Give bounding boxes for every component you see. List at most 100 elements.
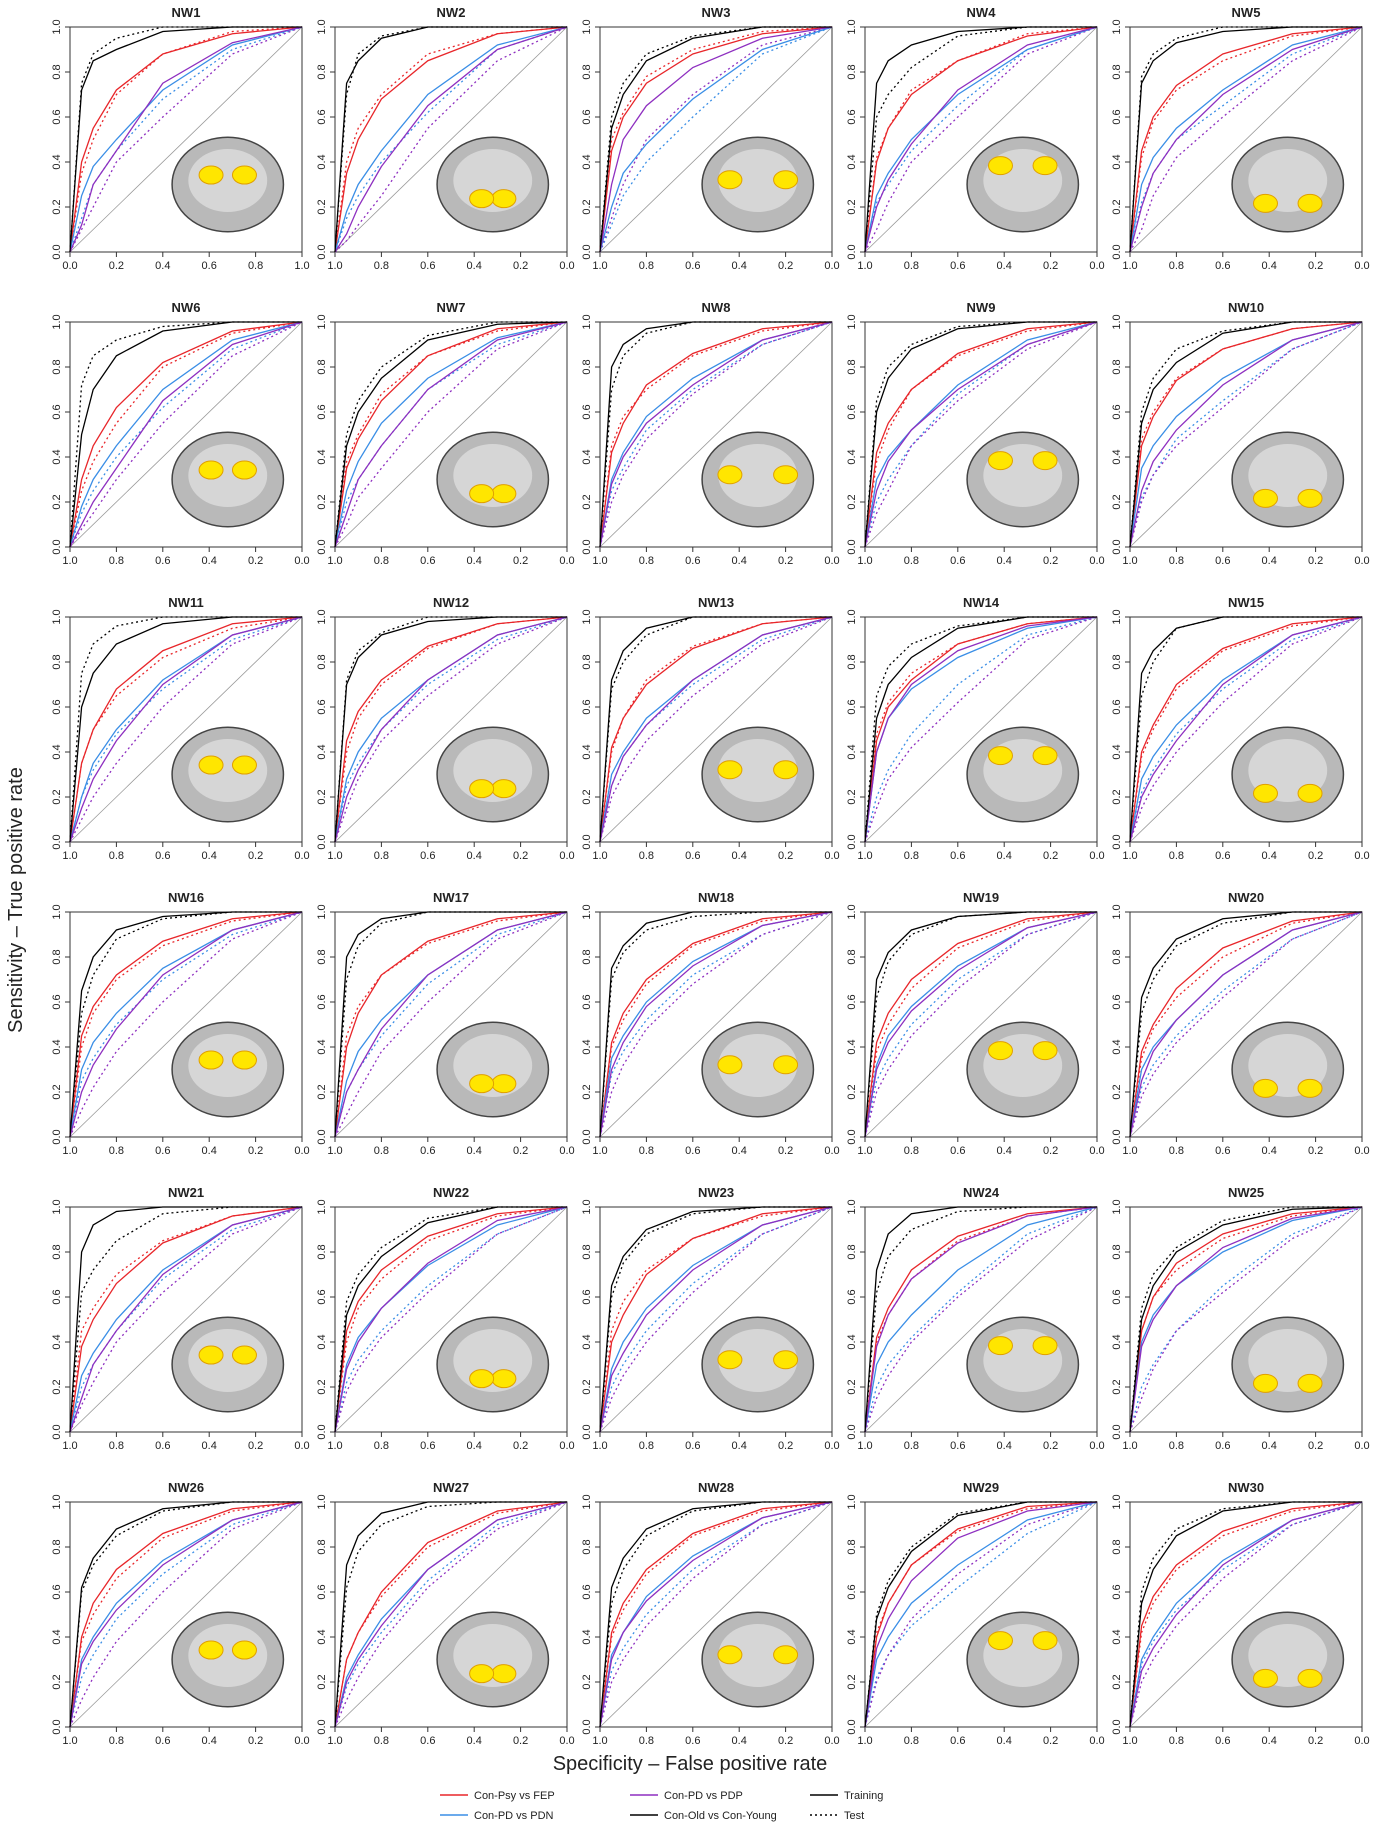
panel-title: NW9 bbox=[967, 300, 996, 315]
roc-curve bbox=[599, 1206, 833, 1433]
x-tick-label: 0.6 bbox=[420, 1440, 435, 1452]
y-tick-label: 1.0 bbox=[1111, 609, 1123, 624]
x-tick-label: 0.4 bbox=[155, 260, 170, 272]
highlight bbox=[1032, 1041, 1058, 1061]
diagonal bbox=[69, 616, 303, 843]
x-tick-label: 1.0 bbox=[327, 1735, 342, 1747]
y-tick-label: 0.6 bbox=[316, 404, 328, 419]
y-tick-label: 0.8 bbox=[1111, 654, 1123, 669]
roc-curve bbox=[864, 26, 1098, 253]
panel-title: NW20 bbox=[1228, 890, 1264, 905]
x-tick-label: 1.0 bbox=[62, 1145, 77, 1157]
legend-label: Con-PD vs PDP bbox=[664, 1790, 743, 1802]
y-tick-label: 0.6 bbox=[51, 994, 63, 1009]
x-tick-label: 0.8 bbox=[1169, 850, 1184, 862]
y-tick-label: 0.2 bbox=[581, 494, 593, 509]
roc-curve bbox=[69, 616, 303, 843]
diagonal bbox=[69, 26, 303, 253]
x-tick-label: 0.8 bbox=[1169, 1440, 1184, 1452]
highlight bbox=[469, 779, 495, 799]
roc-curve bbox=[599, 321, 833, 548]
y-tick-label: 0.0 bbox=[51, 1719, 63, 1734]
diagonal bbox=[69, 911, 303, 1138]
x-tick-label: 0.4 bbox=[202, 1735, 217, 1747]
panel-title: NW11 bbox=[168, 595, 203, 610]
y-tick-label: 0.4 bbox=[581, 449, 593, 464]
roc-curve bbox=[69, 1501, 303, 1728]
roc-curve bbox=[334, 321, 567, 548]
y-tick-label: 0.8 bbox=[581, 1539, 593, 1554]
y-tick-label: 0.0 bbox=[1111, 834, 1123, 849]
roc-curve bbox=[1129, 1206, 1363, 1433]
roc-curve bbox=[334, 911, 568, 1138]
x-tick-label: 0.4 bbox=[1262, 850, 1277, 862]
plot-frame bbox=[1129, 911, 1363, 1138]
y-tick-label: 0.4 bbox=[316, 449, 328, 464]
x-tick-label: 1.0 bbox=[327, 260, 342, 272]
diagonal bbox=[334, 911, 568, 1138]
roc-curve bbox=[864, 321, 1098, 548]
y-tick-label: 1.0 bbox=[846, 1494, 858, 1509]
roc-curve bbox=[864, 26, 1097, 253]
y-tick-label: 0.6 bbox=[581, 1289, 593, 1304]
x-tick-label: 0.0 bbox=[559, 1735, 574, 1747]
roc-curve bbox=[69, 26, 302, 253]
plot-frame bbox=[334, 321, 568, 548]
y-tick-label: 0.8 bbox=[51, 1539, 63, 1554]
roc-curve bbox=[864, 616, 1098, 843]
y-tick-label: 0.2 bbox=[51, 1379, 63, 1394]
roc-curve bbox=[864, 911, 1098, 1138]
panel-title: NW8 bbox=[702, 300, 731, 315]
y-tick-label: 0.2 bbox=[1111, 1379, 1123, 1394]
diagonal bbox=[599, 911, 833, 1138]
x-tick-label: 0.4 bbox=[202, 555, 217, 567]
y-tick-label: 0.2 bbox=[846, 199, 858, 214]
roc-curve bbox=[1129, 1206, 1363, 1433]
x-tick-label: 0.4 bbox=[997, 260, 1012, 272]
x-tick-label: 0.4 bbox=[1262, 1735, 1277, 1747]
y-tick-label: 0.6 bbox=[51, 109, 63, 124]
roc-curve bbox=[334, 26, 568, 253]
y-tick-label: 1.0 bbox=[846, 19, 858, 34]
y-tick-label: 0.8 bbox=[51, 1244, 63, 1259]
brain-inner bbox=[188, 1034, 268, 1097]
highlight bbox=[1297, 488, 1323, 508]
x-tick-label: 0.8 bbox=[109, 1145, 124, 1157]
y-tick-label: 0.6 bbox=[51, 404, 63, 419]
x-tick-label: 0.2 bbox=[778, 260, 793, 272]
panel-title: NW25 bbox=[1228, 1185, 1264, 1200]
highlight bbox=[198, 1640, 224, 1660]
y-tick-label: 0.4 bbox=[316, 1039, 328, 1054]
highlight bbox=[469, 1074, 495, 1094]
y-tick-label: 0.8 bbox=[316, 654, 328, 669]
y-tick-label: 0.2 bbox=[846, 1084, 858, 1099]
y-tick-label: 0.8 bbox=[51, 949, 63, 964]
roc-curve bbox=[599, 26, 833, 253]
x-tick-label: 0.6 bbox=[950, 1735, 965, 1747]
roc-curve bbox=[599, 1206, 833, 1433]
roc-curve bbox=[1129, 911, 1363, 1138]
panel-title: NW23 bbox=[698, 1185, 734, 1200]
roc-curve bbox=[864, 1501, 1098, 1728]
y-tick-label: 0.8 bbox=[316, 949, 328, 964]
roc-curve bbox=[599, 1206, 832, 1433]
highlight bbox=[491, 189, 517, 209]
y-tick-label: 0.2 bbox=[316, 789, 328, 804]
x-tick-label: 1.0 bbox=[857, 1440, 872, 1452]
panel-title: NW22 bbox=[433, 1185, 469, 1200]
y-axis-label: Sensitivity – True positive rate bbox=[5, 767, 27, 1033]
x-tick-label: 0.0 bbox=[294, 1735, 309, 1747]
y-tick-label: 0.0 bbox=[581, 834, 593, 849]
y-tick-label: 0.2 bbox=[51, 1084, 63, 1099]
highlight bbox=[198, 755, 224, 775]
roc-curve bbox=[1129, 616, 1363, 843]
diagonal bbox=[1129, 1501, 1363, 1728]
roc-curve bbox=[334, 1501, 568, 1728]
y-tick-label: 0.0 bbox=[51, 1424, 63, 1439]
plot-frame bbox=[864, 911, 1098, 1138]
roc-curve bbox=[334, 26, 568, 253]
diagonal bbox=[1129, 911, 1363, 1138]
roc-curve bbox=[599, 321, 833, 548]
y-tick-label: 0.8 bbox=[1111, 359, 1123, 374]
roc-curve bbox=[1129, 911, 1362, 1138]
